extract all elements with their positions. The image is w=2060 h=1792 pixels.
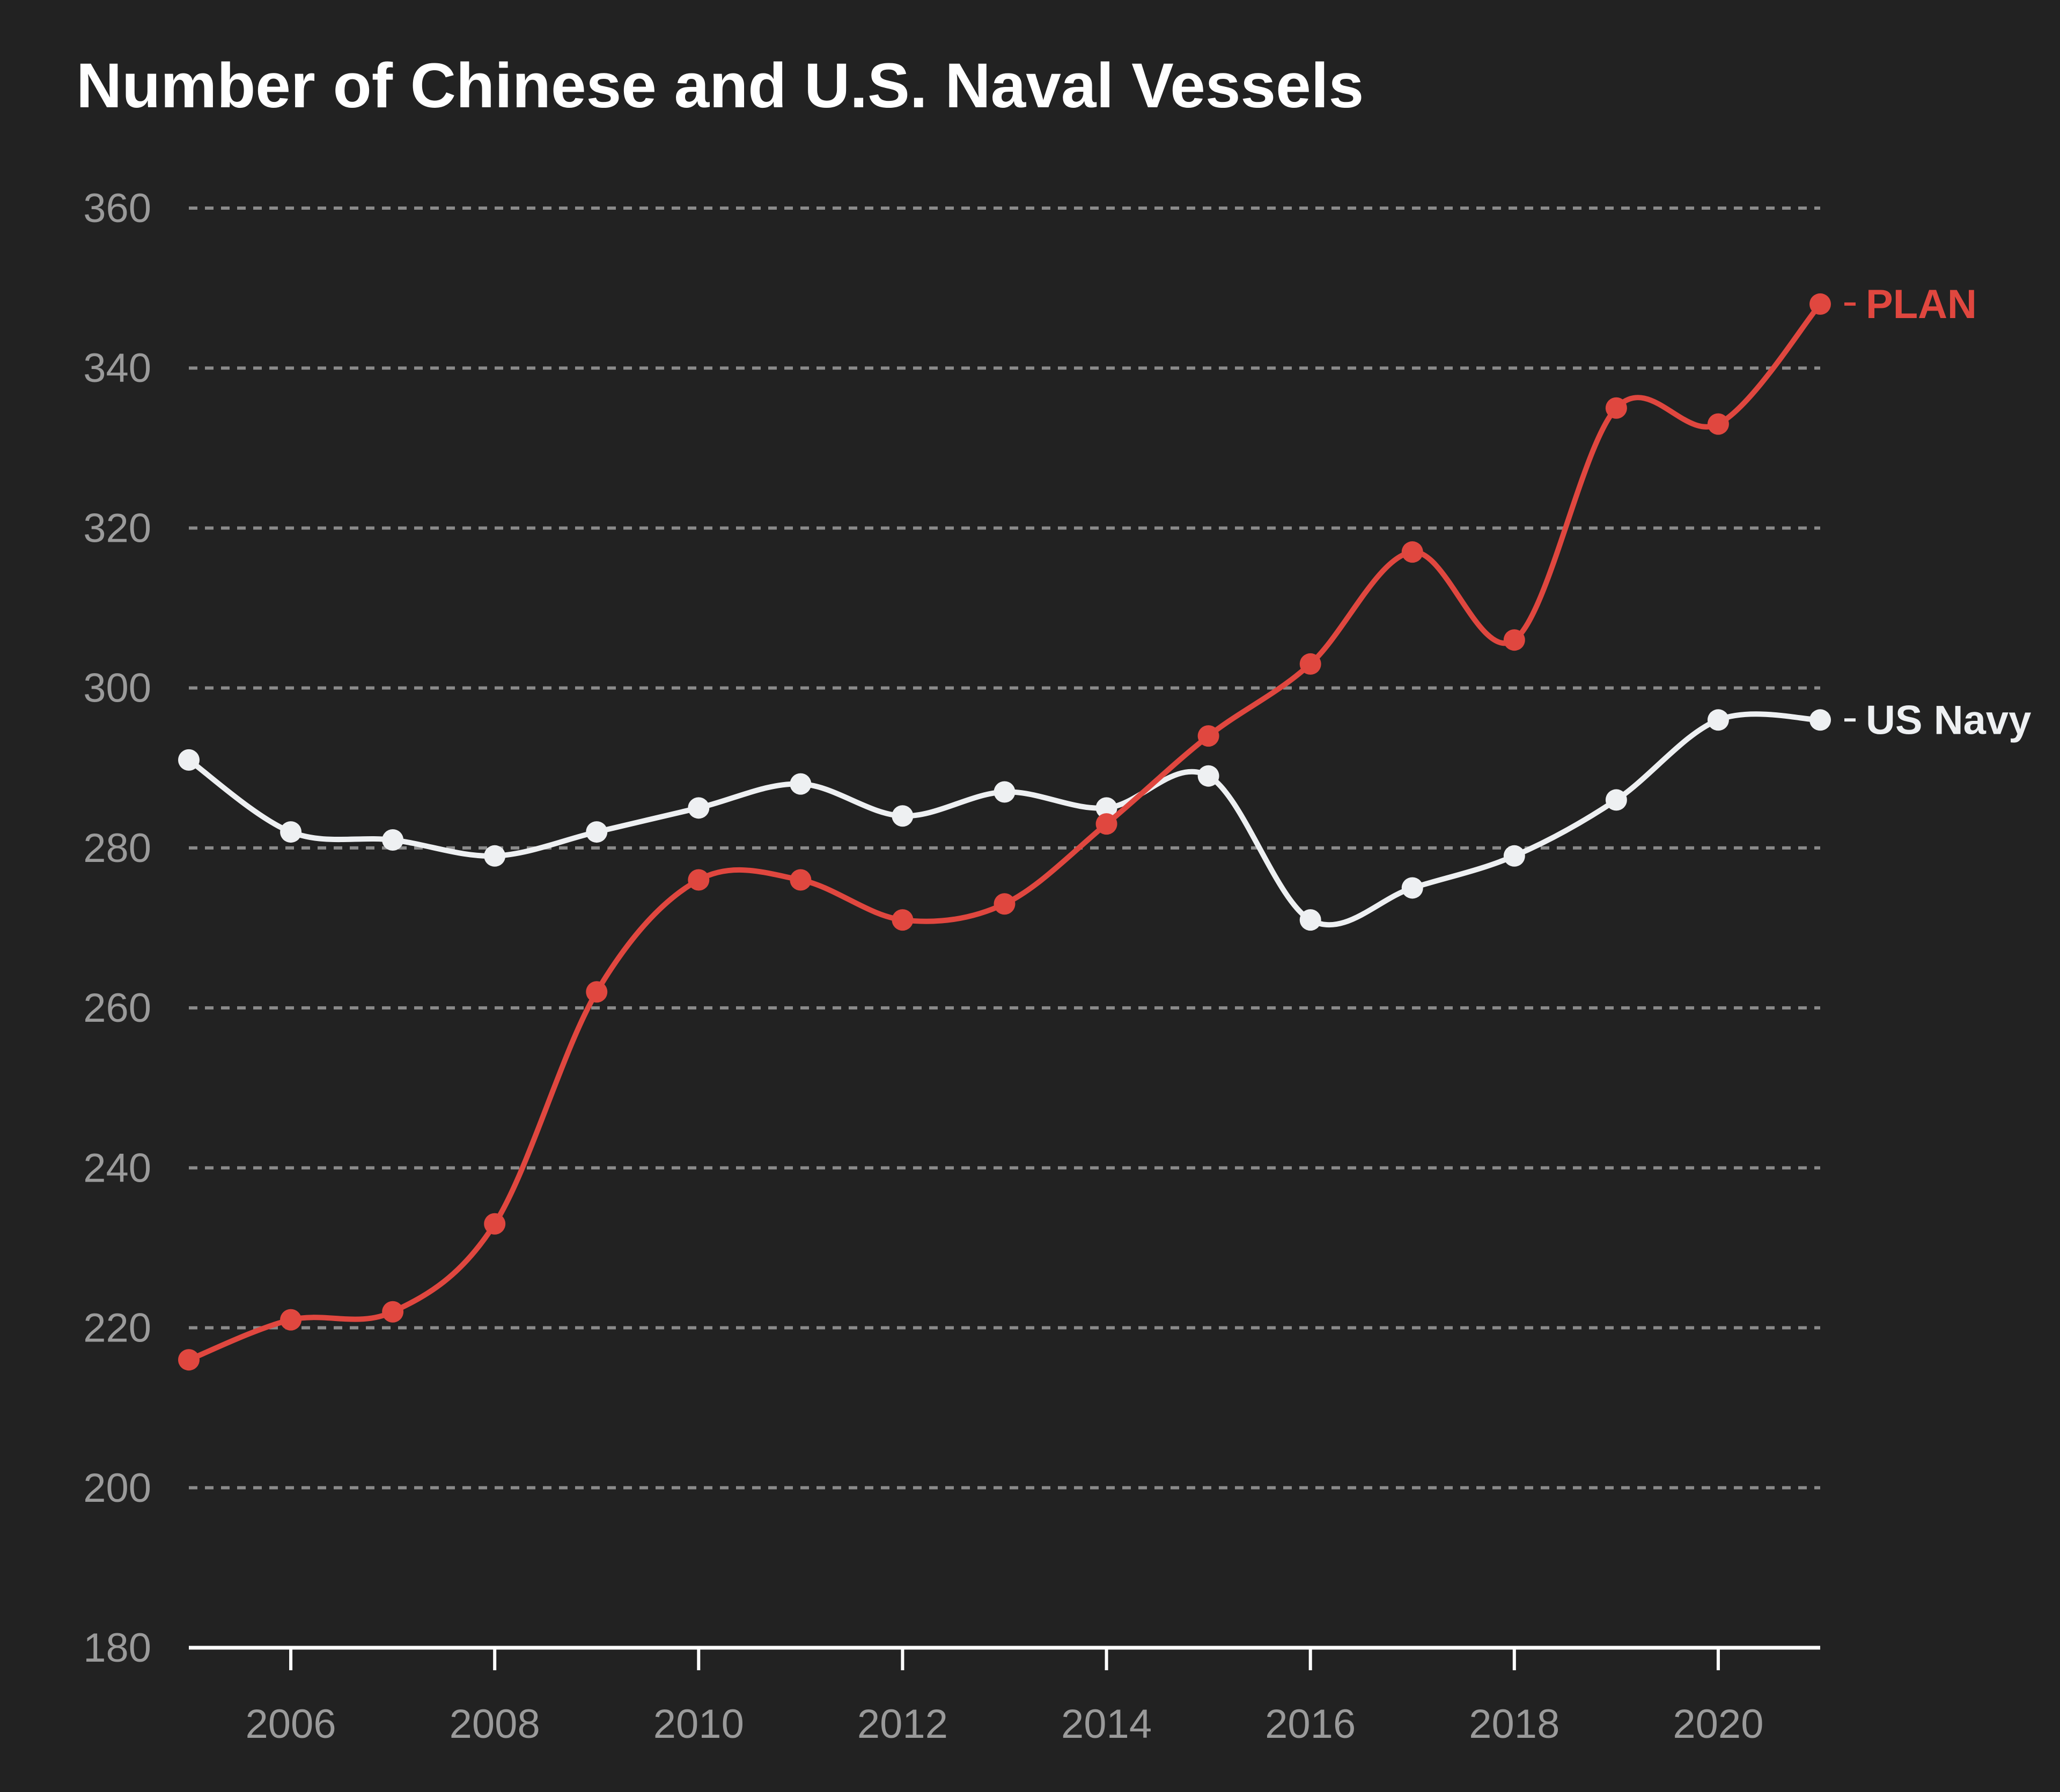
y-tick-label: 360	[83, 186, 151, 231]
x-tick-label: 2020	[1673, 1701, 1763, 1747]
data-point-plan	[1299, 653, 1321, 675]
data-point-plan	[892, 909, 914, 931]
y-axis-ticks: 180 200 220 240 260 280 300 320 340 360	[83, 186, 151, 1671]
data-point-us-navy	[688, 797, 710, 819]
x-tick-label: 2016	[1265, 1701, 1356, 1747]
data-point-plan	[688, 869, 710, 891]
y-tick-label: 280	[83, 825, 151, 871]
series-label-plan: PLAN	[1866, 282, 1977, 327]
data-point-plan	[280, 1309, 302, 1331]
x-tick-label: 2010	[653, 1701, 744, 1747]
x-tick-label: 2008	[450, 1701, 540, 1747]
data-point-us-navy	[1095, 797, 1117, 819]
data-point-plan	[1095, 813, 1117, 835]
data-point-us-navy	[892, 805, 914, 827]
series-labels: US Navy PLAN	[1844, 282, 2031, 743]
y-tick-label: 200	[83, 1465, 151, 1511]
data-point-plan	[1503, 629, 1525, 651]
data-point-us-navy	[1197, 765, 1219, 787]
series-label-us-navy: US Navy	[1866, 697, 2031, 743]
data-point-plan	[1707, 413, 1729, 435]
data-point-us-navy	[280, 821, 302, 843]
data-point-us-navy	[1605, 789, 1627, 811]
x-tick-label: 2018	[1469, 1701, 1559, 1747]
data-point-plan	[382, 1301, 404, 1323]
y-tick-label: 340	[83, 345, 151, 391]
data-point-us-navy	[1401, 877, 1423, 899]
data-point-plan	[1401, 541, 1423, 563]
data-point-plan	[586, 981, 608, 1003]
x-tick-label: 2006	[246, 1701, 336, 1747]
x-axis: 2006 2008 2010 2012 2014 2016 2018 2020	[189, 1646, 1820, 1747]
data-point-us-navy	[790, 773, 812, 795]
data-point-plan	[790, 869, 812, 891]
data-point-plan	[484, 1213, 506, 1235]
data-point-us-navy	[178, 749, 200, 771]
chart-title: Number of Chinese and U.S. Naval Vessels	[76, 50, 1364, 121]
data-point-plan	[178, 1349, 200, 1371]
series-line-us-navy	[186, 711, 1823, 928]
y-tick-label: 180	[83, 1625, 151, 1671]
data-point-us-navy	[1707, 709, 1729, 731]
data-point-us-navy	[484, 845, 506, 867]
data-point-us-navy	[1299, 909, 1321, 931]
data-point-us-navy	[586, 821, 608, 843]
data-point-us-navy	[994, 781, 1016, 803]
data-point-plan	[1809, 293, 1831, 315]
data-point-plan	[1605, 397, 1627, 419]
y-tick-label: 320	[83, 505, 151, 551]
y-tick-label: 240	[83, 1145, 151, 1191]
y-tick-label: 220	[83, 1306, 151, 1351]
data-point-plan	[994, 893, 1016, 915]
x-tick-label: 2014	[1061, 1701, 1152, 1747]
data-point-plan	[1197, 725, 1219, 747]
data-point-us-navy	[1809, 709, 1831, 731]
y-tick-label: 260	[83, 985, 151, 1031]
data-point-us-navy	[382, 829, 404, 851]
x-tick-label: 2012	[857, 1701, 948, 1747]
y-tick-label: 300	[83, 666, 151, 711]
data-point-us-navy	[1503, 845, 1525, 867]
gridlines	[189, 207, 1820, 1489]
series-lines	[178, 293, 1831, 1371]
